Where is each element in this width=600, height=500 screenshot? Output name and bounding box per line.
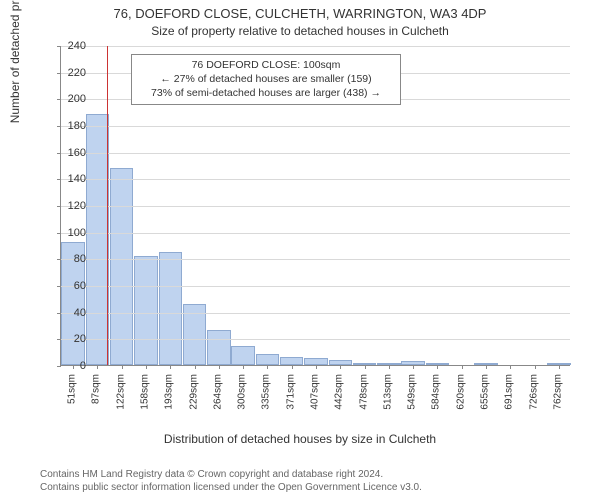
xtick-mark xyxy=(535,365,536,369)
xtick-label: 513sqm xyxy=(382,374,393,410)
xtick-label: 371sqm xyxy=(285,374,296,410)
histogram-bar xyxy=(110,168,133,365)
annotation-box: 76 DOEFORD CLOSE: 100sqm← 27% of detache… xyxy=(131,54,401,105)
xtick-label: 335sqm xyxy=(261,374,272,410)
gridline xyxy=(61,206,570,207)
gridline xyxy=(61,126,570,127)
footer-line-1: Contains HM Land Registry data © Crown c… xyxy=(40,468,422,481)
annotation-line: ← 27% of detached houses are smaller (15… xyxy=(138,72,394,86)
xtick-label: 584sqm xyxy=(431,374,442,410)
xtick-label: 762sqm xyxy=(552,374,563,410)
xtick-label: 407sqm xyxy=(310,374,321,410)
xtick-mark xyxy=(267,365,268,369)
xtick-mark xyxy=(365,365,366,369)
histogram-bar xyxy=(231,346,254,365)
xtick-label: 549sqm xyxy=(407,374,418,410)
ytick-label: 200 xyxy=(46,93,86,105)
xtick-mark xyxy=(340,365,341,369)
xtick-mark xyxy=(195,365,196,369)
xtick-mark xyxy=(243,365,244,369)
ytick-label: 20 xyxy=(46,333,86,345)
xtick-mark xyxy=(486,365,487,369)
xtick-mark xyxy=(122,365,123,369)
gridline xyxy=(61,233,570,234)
gridline xyxy=(61,46,570,47)
annotation-line: 76 DOEFORD CLOSE: 100sqm xyxy=(138,58,394,72)
histogram-bar xyxy=(159,252,182,365)
ytick-label: 100 xyxy=(46,227,86,239)
reference-line xyxy=(107,46,108,365)
xtick-mark xyxy=(219,365,220,369)
histogram-bar xyxy=(304,358,327,365)
xtick-mark xyxy=(559,365,560,369)
ytick-label: 220 xyxy=(46,67,86,79)
histogram-bar xyxy=(134,256,157,365)
gridline xyxy=(61,179,570,180)
gridline xyxy=(61,339,570,340)
xtick-mark xyxy=(316,365,317,369)
xtick-label: 229sqm xyxy=(188,374,199,410)
annotation-line: 73% of semi-detached houses are larger (… xyxy=(138,86,394,100)
xtick-label: 264sqm xyxy=(212,374,223,410)
gridline xyxy=(61,259,570,260)
xtick-label: 478sqm xyxy=(358,374,369,410)
xtick-label: 51sqm xyxy=(67,374,78,404)
ytick-label: 40 xyxy=(46,307,86,319)
ytick-label: 0 xyxy=(46,360,86,372)
xtick-label: 300sqm xyxy=(237,374,248,410)
chart-title-main: 76, DOEFORD CLOSE, CULCHETH, WARRINGTON,… xyxy=(0,6,600,21)
xtick-mark xyxy=(462,365,463,369)
ytick-label: 120 xyxy=(46,200,86,212)
plot-area: 76 DOEFORD CLOSE: 100sqm← 27% of detache… xyxy=(60,46,570,366)
footer-attribution: Contains HM Land Registry data © Crown c… xyxy=(40,468,422,494)
xtick-label: 442sqm xyxy=(334,374,345,410)
xtick-label: 87sqm xyxy=(91,374,102,404)
ytick-label: 60 xyxy=(46,280,86,292)
ytick-label: 240 xyxy=(46,40,86,52)
xtick-mark xyxy=(437,365,438,369)
chart-container: 76, DOEFORD CLOSE, CULCHETH, WARRINGTON,… xyxy=(0,0,600,500)
xtick-label: 620sqm xyxy=(455,374,466,410)
xtick-mark xyxy=(510,365,511,369)
xtick-label: 122sqm xyxy=(115,374,126,410)
ytick-label: 180 xyxy=(46,120,86,132)
xtick-mark xyxy=(146,365,147,369)
xtick-label: 158sqm xyxy=(140,374,151,410)
gridline xyxy=(61,286,570,287)
xtick-label: 193sqm xyxy=(164,374,175,410)
y-axis-label: Number of detached properties xyxy=(8,0,22,123)
xtick-mark xyxy=(292,365,293,369)
chart-title-sub: Size of property relative to detached ho… xyxy=(0,24,600,38)
xtick-label: 726sqm xyxy=(528,374,539,410)
xtick-mark xyxy=(97,365,98,369)
ytick-label: 140 xyxy=(46,173,86,185)
histogram-bar xyxy=(256,354,279,365)
xtick-label: 691sqm xyxy=(504,374,515,410)
x-axis-label: Distribution of detached houses by size … xyxy=(0,432,600,446)
xtick-mark xyxy=(389,365,390,369)
gridline xyxy=(61,153,570,154)
ytick-label: 160 xyxy=(46,147,86,159)
histogram-bar xyxy=(207,330,230,365)
xtick-label: 655sqm xyxy=(480,374,491,410)
footer-line-2: Contains public sector information licen… xyxy=(40,481,422,494)
histogram-bar xyxy=(280,357,303,365)
ytick-label: 80 xyxy=(46,253,86,265)
xtick-mark xyxy=(170,365,171,369)
xtick-mark xyxy=(413,365,414,369)
gridline xyxy=(61,313,570,314)
